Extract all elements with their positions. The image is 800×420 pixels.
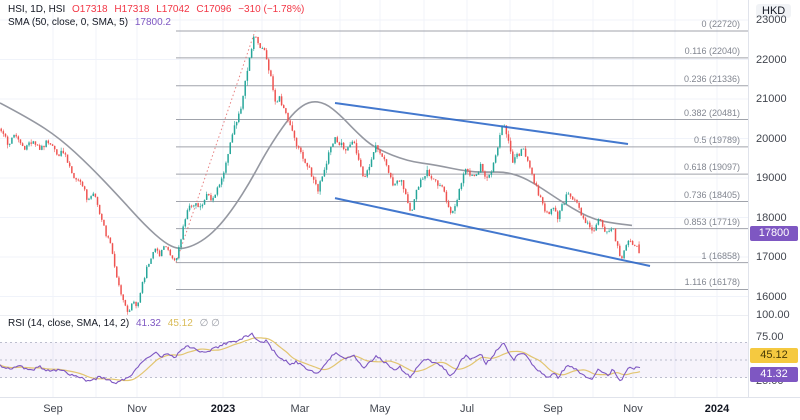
price-tick-label: 20000	[756, 132, 787, 145]
time-tick-label: 2024	[704, 403, 730, 415]
rsi-line	[0, 332, 641, 385]
time-tick-label: Mar	[290, 403, 310, 415]
fib-level-label: 1.116 (16178)	[684, 277, 740, 288]
fib-level-label: 0.382 (20481)	[683, 107, 740, 118]
price-tick-label: 21000	[756, 93, 787, 105]
price-axis[interactable]: HKD 23000 22000 21000 20000 19000 18000 17000 1…	[748, 0, 800, 397]
time-tick-label: Sep	[543, 403, 563, 415]
fib-level-label: 0.618 (19097)	[683, 162, 740, 173]
price-tick-label: 19000	[756, 172, 787, 184]
price-chart-svg	[0, 0, 748, 315]
time-tick-label: Nov	[127, 403, 147, 415]
main-chart-pane[interactable]: HSI, 1D, HSI O17318 H17318 L17042 C17096…	[0, 0, 748, 315]
time-tick-label: 2023	[210, 403, 236, 415]
sma-legend-value: 17800.2	[134, 17, 171, 28]
price-tick-label: 18000	[756, 211, 787, 224]
currency-toggle[interactable]: HKD	[756, 4, 792, 18]
rsi-tick-label: 100.00	[756, 309, 790, 321]
ohlc-open: O17318	[72, 4, 108, 15]
rsi-tick-label: 75.00	[756, 331, 784, 343]
rsi-sma-badge: 45.12	[750, 348, 798, 364]
sma-line	[0, 101, 633, 250]
fib-level-label: 0.5 (19789)	[693, 134, 740, 145]
fib-level-label: 0.236 (21336)	[683, 73, 740, 84]
candlestick-series	[0, 35, 640, 315]
price-tick-label: 17000	[756, 251, 787, 263]
ohlc-high: H17318	[114, 4, 150, 15]
rsi-legend-value: 41.32	[135, 318, 161, 329]
rsi-sma-line	[0, 337, 641, 382]
ohlc-close: C17096	[196, 4, 232, 15]
rsi-sma-legend-value: 45.12	[167, 318, 193, 329]
time-tick-label: Jul	[459, 403, 475, 415]
fib-level-label: 0.116 (22040)	[684, 45, 740, 56]
rsi-pane[interactable]: RSI (14, close, SMA, 14, 2) 41.32 45.12 …	[0, 315, 748, 398]
time-tick-label: Sep	[43, 403, 63, 415]
rsi-chart-svg	[0, 316, 748, 398]
time-tick-label: Nov	[623, 403, 643, 415]
price-tick-label: 23000	[756, 14, 787, 26]
ohlc-low: L17042	[156, 4, 190, 15]
price-tick-label: 22000	[756, 53, 787, 66]
channel-lines[interactable]	[334, 101, 651, 267]
rsi-legend-label: RSI (14, close, SMA, 14, 2)	[8, 318, 130, 329]
rsi-legend: RSI (14, close, SMA, 14, 2) 41.32 45.12 …	[8, 318, 220, 329]
sma-legend-label: SMA (50, close, 0, SMA, 5)	[8, 17, 129, 28]
change-value: −310 (−1.78%)	[238, 4, 305, 15]
symbol-legend: HSI, 1D, HSI O17318 H17318 L17042 C17096…	[8, 3, 304, 29]
fib-level-label: 1 (16858)	[701, 250, 740, 261]
fib-level-label: 0.736 (18405)	[683, 189, 740, 200]
symbol-title: HSI, 1D, HSI	[8, 4, 66, 15]
time-axis[interactable]: Sep Nov 2023 Mar May Jul Sep Nov 2024	[0, 397, 800, 420]
rsi-null-values: ∅ ∅	[199, 318, 220, 329]
sma-price-badge: 17800	[750, 225, 798, 241]
time-tick-label: May	[369, 403, 391, 415]
fib-level-label: 0.853 (17719)	[683, 216, 740, 227]
rsi-value-badge: 41.32	[750, 367, 798, 383]
fib-level-label: 0 (22720)	[701, 19, 740, 30]
rsi-band	[0, 342, 748, 378]
fib-retracement[interactable]	[175, 30, 748, 290]
price-tick-label: 16000	[756, 290, 787, 303]
